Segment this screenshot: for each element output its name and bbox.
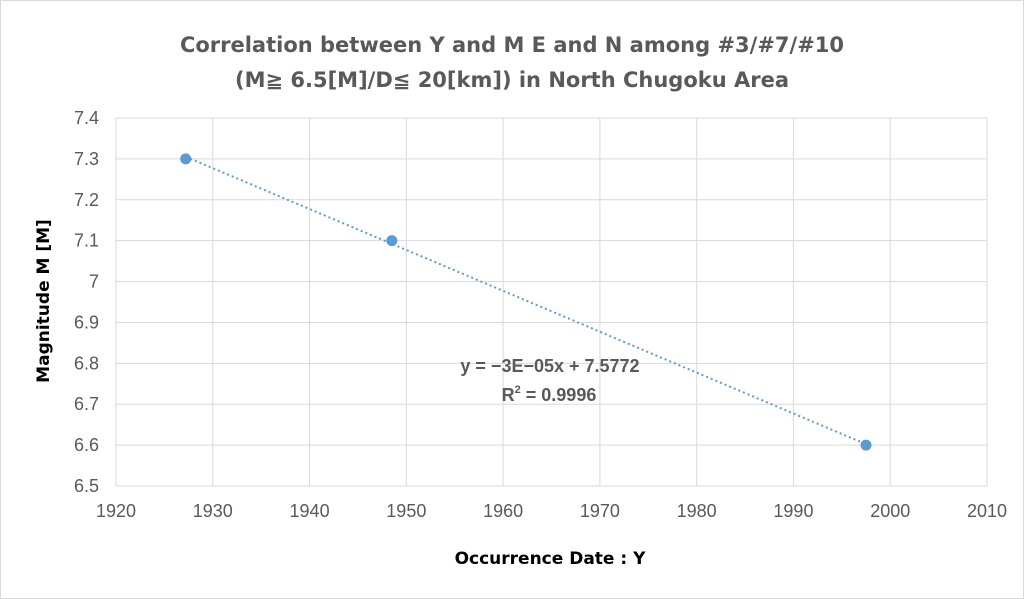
y-tick-label: 6.7 (74, 394, 99, 414)
x-tick-label: 1950 (386, 501, 426, 521)
trendline (185, 155, 867, 446)
x-tick-label: 1960 (483, 501, 523, 521)
r-squared-label: R2 = 0.9996 (502, 384, 597, 405)
chart-title-line2: (M≧ 6.5[M]/D≦ 20[km]) in North Chugoku A… (234, 68, 790, 92)
y-tick-label: 7.2 (74, 190, 99, 210)
y-tick-label: 6.8 (74, 353, 99, 373)
x-tick-label: 1920 (96, 501, 136, 521)
data-point (180, 153, 192, 165)
y-tick-label: 7.4 (74, 108, 99, 128)
x-tick-label: 1980 (677, 501, 717, 521)
x-tick-label: 1990 (773, 501, 813, 521)
x-tick-label: 2000 (870, 501, 910, 521)
data-point (386, 235, 398, 247)
y-tick-label: 7.3 (74, 149, 99, 169)
y-tick-label: 6.5 (74, 476, 99, 496)
y-tick-label: 7 (89, 272, 99, 292)
y-tick-label: 6.6 (74, 435, 99, 455)
x-tick-label: 1930 (193, 501, 233, 521)
y-tick-label: 6.9 (74, 312, 99, 332)
x-tick-label: 1940 (290, 501, 330, 521)
y-axis-title: Magnitude M [M] (34, 219, 54, 383)
x-axis-title: Occurrence Date : Y (455, 549, 647, 569)
chart-title-line1: Correlation between Y and M E and N amon… (179, 33, 845, 57)
data-point (860, 439, 872, 451)
trendline-equation: y = −3E−05x + 7.5772 (460, 356, 639, 376)
x-tick-label: 2010 (967, 501, 1007, 521)
x-tick-label: 1970 (580, 501, 620, 521)
y-tick-label: 7.1 (74, 231, 99, 251)
